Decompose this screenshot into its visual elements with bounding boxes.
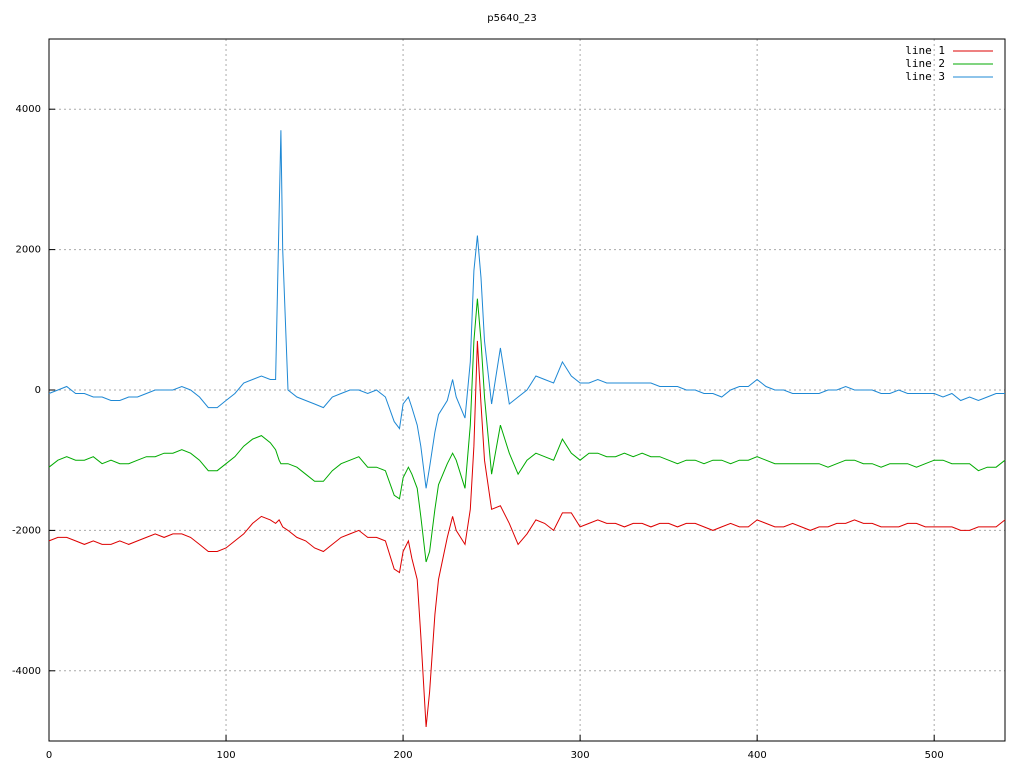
x-tick-label: 200 [394, 750, 413, 761]
y-tick-label: -2000 [12, 525, 41, 536]
series-line [48, 298, 1006, 563]
x-tick-label: 400 [748, 750, 767, 761]
legend-label: line 2 [905, 57, 945, 70]
y-tick-label: 0 [35, 385, 41, 396]
x-tick-label: 0 [46, 750, 52, 761]
x-tick-label: 500 [925, 750, 944, 761]
series-line [48, 130, 1005, 489]
x-tick-label: 300 [571, 750, 590, 761]
plot-frame [48, 38, 1006, 742]
x-tick-label: 100 [216, 750, 235, 761]
series-line [48, 340, 1006, 728]
y-tick-label: -4000 [12, 666, 41, 677]
y-tick-label: 4000 [16, 104, 41, 115]
legend-label: line 3 [905, 70, 945, 83]
legend-label: line 1 [905, 44, 945, 57]
chart-title: p5640_23 [487, 13, 537, 24]
y-tick-label: 2000 [16, 245, 41, 256]
